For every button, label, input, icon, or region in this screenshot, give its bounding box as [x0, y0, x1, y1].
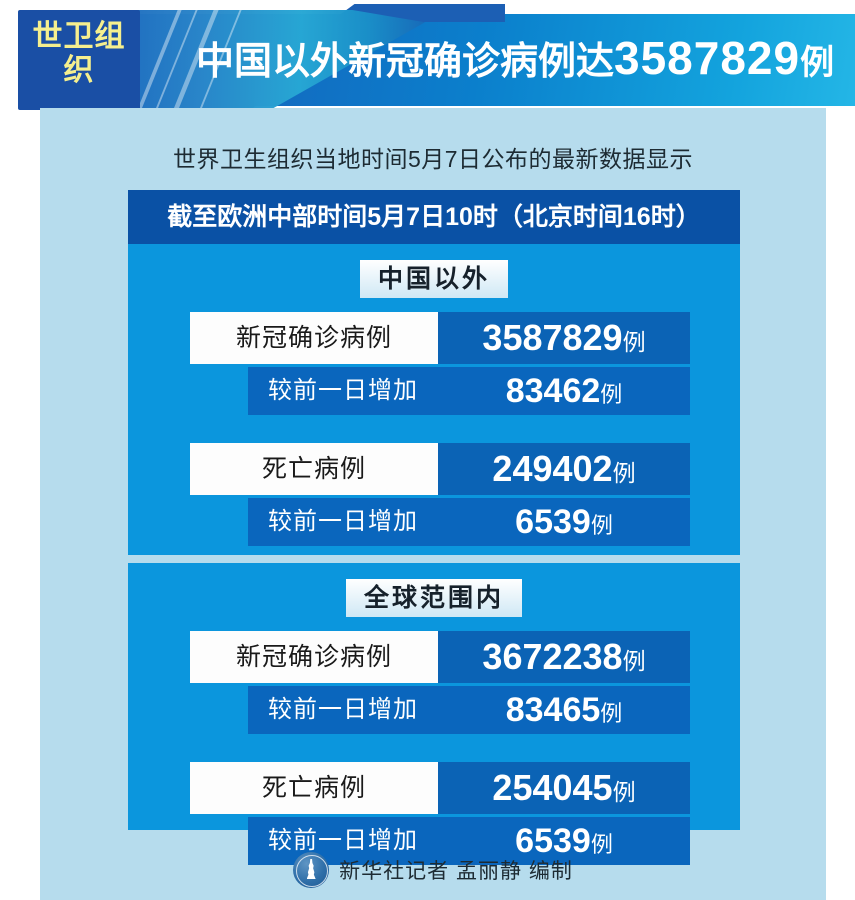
row-value: 6539例	[438, 498, 690, 546]
row-confirmed-cases: 新冠确诊病例 3672238例	[128, 631, 740, 683]
page-title-prefix: 中国以外新冠确诊病例达	[196, 41, 615, 83]
row-value-unit: 例	[590, 513, 613, 538]
row-group-divider	[128, 415, 740, 429]
row-value-number: 83462	[505, 372, 601, 410]
row-value: 249402例	[438, 443, 690, 495]
logo-ring	[296, 855, 329, 887]
row-value-number: 83465	[505, 691, 601, 729]
row-label: 死亡病例	[190, 762, 438, 814]
row-value-unit: 例	[600, 701, 623, 726]
footer-credit: 新华社记者 孟丽静 编制	[40, 852, 826, 888]
who-badge-label: 世卫组织	[32, 20, 126, 87]
page-title-number: 3587829	[614, 32, 801, 84]
row-value-unit: 例	[590, 832, 613, 857]
row-value: 6539例	[438, 817, 690, 865]
row-value: 83462例	[438, 367, 690, 415]
row-deaths-increase: 较前一日增加 6539例	[248, 498, 690, 546]
row-label: 新冠确诊病例	[190, 631, 438, 683]
row-value: 3672238例	[438, 631, 690, 683]
row-value: 254045例	[438, 762, 690, 814]
row-value-number: 249402	[492, 448, 613, 489]
section-badge-outside-china: 中国以外	[360, 260, 508, 298]
header-banner: 世卫组织 中国以外新冠确诊病例达3587829例	[0, 0, 855, 122]
row-value-number: 6539	[515, 503, 591, 541]
row-label: 死亡病例	[190, 443, 438, 495]
row-confirmed-increase: 较前一日增加 83462例	[248, 367, 690, 415]
footer-credit-text: 新华社记者 孟丽静 编制	[339, 860, 573, 883]
row-label: 新冠确诊病例	[190, 312, 438, 364]
row-value-number: 6539	[515, 822, 591, 860]
row-value-unit: 例	[600, 382, 623, 407]
subtitle-text: 世界卫生组织当地时间5月7日公布的最新数据显示	[172, 146, 694, 172]
row-value-unit: 例	[612, 779, 636, 805]
row-deaths: 死亡病例 249402例	[128, 443, 740, 495]
panel-outside-china: 截至欧洲中部时间5月7日10时（北京时间16时） 中国以外 新冠确诊病例 358…	[128, 190, 740, 555]
page-title-unit: 例	[800, 44, 835, 82]
section-badge-worldwide: 全球范围内	[346, 579, 522, 617]
row-deaths: 死亡病例 254045例	[128, 762, 740, 814]
row-confirmed-increase: 较前一日增加 83465例	[248, 686, 690, 734]
row-value: 83465例	[438, 686, 690, 734]
logo-tower-glyph	[306, 859, 316, 879]
row-value: 3587829例	[438, 312, 690, 364]
who-badge-plate	[18, 10, 140, 110]
panel-worldwide: 全球范围内 新冠确诊病例 3672238例 较前一日增加 83465例 死亡病例…	[128, 563, 740, 865]
row-group-divider	[128, 734, 740, 748]
page-title: 中国以外新冠确诊病例达3587829例	[196, 22, 849, 94]
row-label: 较前一日增加	[268, 377, 418, 404]
row-label: 较前一日增加	[268, 696, 418, 723]
row-confirmed-cases: 新冠确诊病例 3587829例	[128, 312, 740, 364]
row-value-number: 3587829	[482, 317, 623, 358]
row-value-number: 3672238	[482, 636, 623, 677]
row-value-unit: 例	[622, 329, 646, 355]
row-label: 较前一日增加	[268, 827, 418, 854]
row-value-number: 254045	[492, 767, 613, 808]
xinhua-agency-logo-icon	[293, 852, 330, 888]
panel-header-timestamp: 截至欧洲中部时间5月7日10时（北京时间16时）	[128, 190, 740, 244]
row-value-unit: 例	[612, 460, 636, 486]
row-value-unit: 例	[622, 648, 646, 674]
row-label: 较前一日增加	[268, 508, 418, 535]
